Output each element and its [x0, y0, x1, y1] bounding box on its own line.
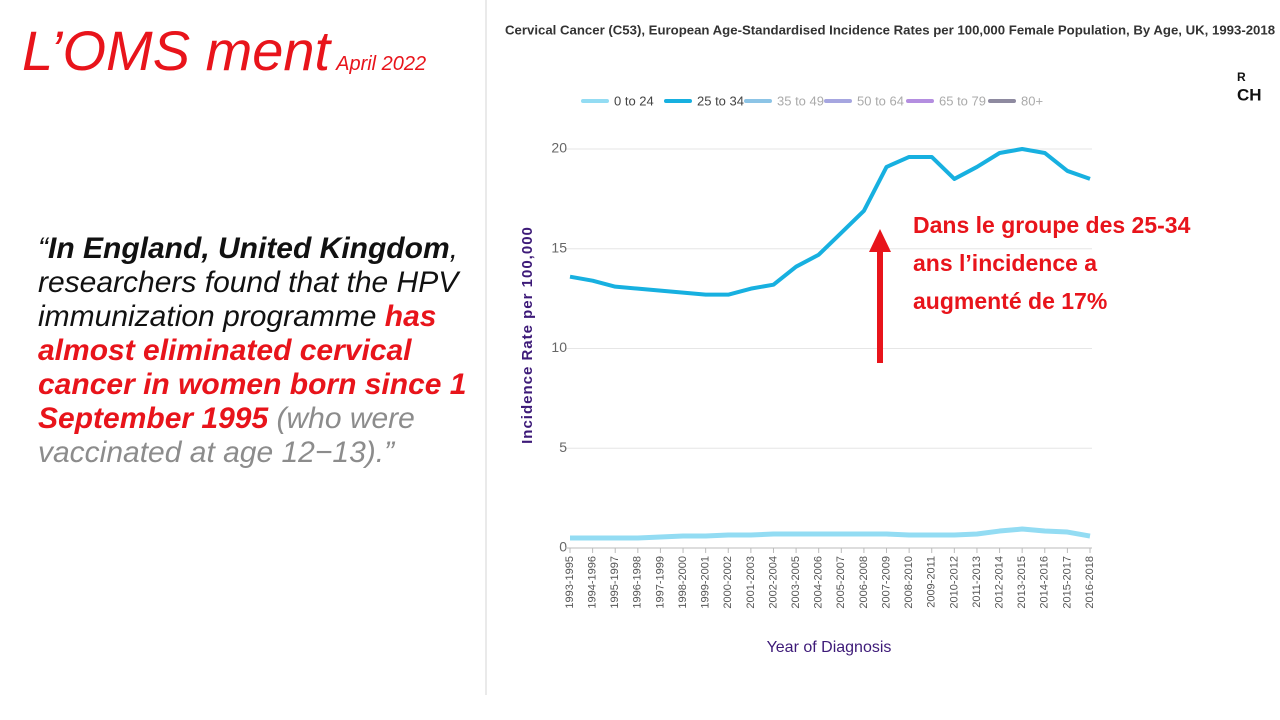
x-tick-label: 1999-2001 [700, 556, 712, 609]
legend-label: 65 to 79 [939, 93, 986, 108]
quote-segment: In England, United Kingdom [48, 232, 450, 265]
slide-title-block: L’OMS ment April 2022 [22, 18, 426, 83]
quote-segment: “ [38, 232, 48, 265]
logo-text: CH [1237, 85, 1262, 104]
quote-segment: has almost eliminated cervical cancer in… [38, 300, 467, 435]
quote-segment: , researchers found that the HPV immuniz… [38, 232, 459, 333]
x-tick-label: 2014-2016 [1039, 556, 1051, 609]
legend-label: 25 to 34 [697, 93, 744, 108]
legend-label: 35 to 49 [777, 93, 824, 108]
y-tick-label: 15 [551, 239, 567, 255]
legend-label: 0 to 24 [614, 93, 654, 108]
x-tick-label: 1994-1996 [587, 556, 599, 609]
annotation-arrow-head [869, 229, 891, 252]
slide-date: April 2022 [336, 53, 427, 75]
y-tick-label: 10 [551, 339, 567, 355]
slide-title: L’OMS ment [22, 19, 331, 82]
x-tick-label: 1996-1998 [632, 556, 644, 609]
x-tick-label: 2004-2006 [813, 556, 825, 609]
y-tick-label: 0 [559, 539, 567, 555]
annotation-text: Dans le groupe des 25-34 [913, 212, 1191, 238]
x-tick-label: 1995-1997 [609, 556, 621, 609]
chart-title: Cervical Cancer (C53), European Age-Stan… [505, 22, 1275, 37]
logo-text: R [1237, 70, 1246, 84]
x-tick-label: 2003-2005 [790, 556, 802, 609]
y-tick-label: 5 [559, 439, 567, 455]
x-tick-label: 2008-2010 [903, 556, 915, 609]
x-tick-label: 1993-1995 [564, 556, 576, 609]
x-tick-label: 2011-2013 [971, 556, 983, 608]
series-line [569, 147, 1091, 297]
quote-segment: (who were vaccinated at age 12−13).” [38, 402, 415, 469]
x-tick-label: 2005-2007 [835, 556, 847, 609]
x-tick-label: 2013-2015 [1016, 556, 1028, 609]
x-tick-label: 2007-2009 [880, 556, 892, 609]
x-tick-label: 1997-1999 [654, 556, 666, 609]
x-tick-label: 2016-2018 [1084, 556, 1096, 609]
legend-label: 50 to 64 [857, 93, 904, 108]
x-tick-label: 2000-2002 [722, 556, 734, 609]
x-tick-label: 2015-2017 [1061, 556, 1073, 609]
x-tick-label: 2001-2003 [745, 556, 757, 609]
annotation-text: ans l’incidence a [913, 250, 1097, 276]
x-tick-label: 2010-2012 [948, 556, 960, 609]
legend-label: 80+ [1021, 93, 1043, 108]
series-line [570, 526, 1091, 541]
x-tick-label: 2009-2011 [926, 556, 938, 608]
x-axis-label: Year of Diagnosis [767, 639, 892, 656]
y-axis-label: Incidence Rate per 100,000 [519, 226, 536, 444]
x-tick-label: 2002-2004 [767, 556, 779, 609]
x-tick-label: 1998-2000 [677, 556, 689, 609]
x-tick-label: 2006-2008 [858, 556, 870, 609]
annotation-text: augmenté de 17% [913, 288, 1107, 314]
x-tick-label: 2012-2014 [993, 556, 1005, 609]
y-tick-label: 20 [551, 140, 567, 156]
quote: “In England, United Kingdom, researchers… [38, 232, 470, 470]
